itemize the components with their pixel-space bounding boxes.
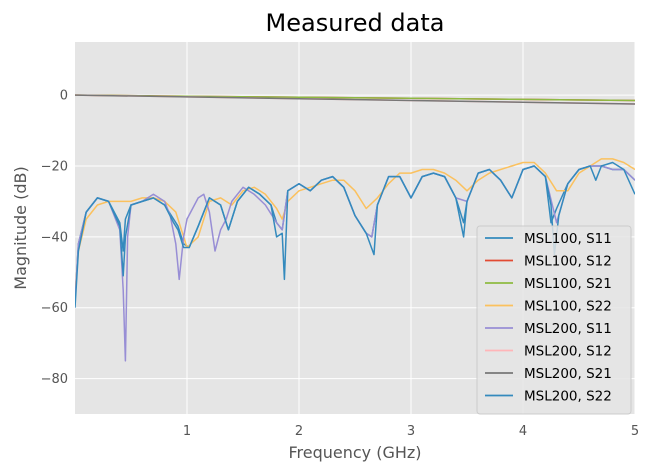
y-tick-label: 0 [60,89,68,104]
legend-label: MSL100, S21 [524,276,612,292]
x-axis-label: Frequency (GHz) [288,443,421,462]
series-line-8 [75,161,635,308]
legend-label: MSL100, S22 [524,299,612,315]
legend-label: MSL100, S11 [524,231,612,247]
x-tick-label: 5 [631,424,639,439]
tick-labels: 1 2 3 4 5 0 −20 −40 −60 −80 [41,89,640,439]
legend-label: MSL200, S12 [524,344,612,360]
y-tick-label: −20 [41,160,68,175]
x-tick-label: 1 [183,424,191,439]
y-tick-label: −60 [41,301,68,316]
x-tick-label: 2 [295,424,303,439]
y-tick-label: −80 [41,372,68,387]
series-line-7 [75,94,635,105]
legend-frame [476,225,632,415]
series-lines [75,94,635,362]
chart-title: Measured data [266,9,445,37]
legend-label: MSL100, S12 [524,254,612,270]
legend-label: MSL200, S11 [524,321,612,337]
y-tick-label: −40 [41,230,68,245]
x-tick-label: 3 [407,424,415,439]
y-axis-label: Magnitude (dB) [11,166,30,289]
legend: MSL100, S11 MSL100, S12 MSL100, S21 MSL100,… [476,225,632,415]
x-tick-label: 4 [519,424,527,439]
legend-label: MSL200, S22 [524,389,612,405]
legend-label: MSL200, S21 [524,366,612,382]
